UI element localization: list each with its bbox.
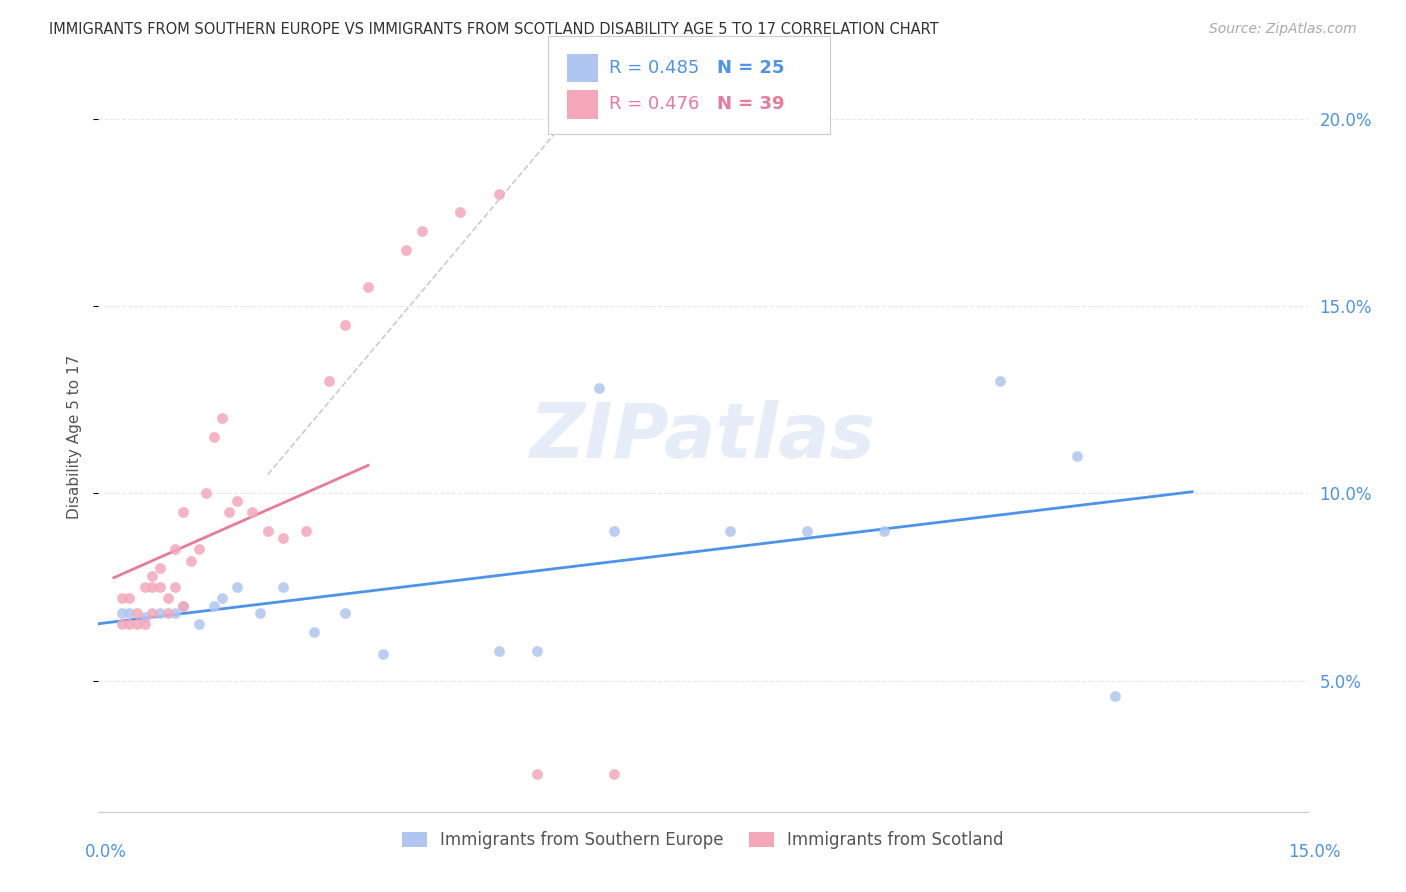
- Point: [172, 599, 194, 613]
- Point: [488, 186, 510, 201]
- Point: [226, 493, 249, 508]
- Text: 0.0%: 0.0%: [84, 843, 127, 861]
- Text: ZIPatlas: ZIPatlas: [530, 401, 876, 474]
- Text: N = 39: N = 39: [717, 95, 785, 113]
- Point: [110, 591, 132, 606]
- Point: [271, 531, 294, 545]
- Text: R = 0.476: R = 0.476: [609, 95, 699, 113]
- Point: [118, 591, 141, 606]
- Point: [149, 606, 172, 620]
- Point: [141, 580, 163, 594]
- Point: [295, 524, 318, 538]
- Point: [988, 374, 1011, 388]
- Point: [226, 580, 249, 594]
- Point: [134, 610, 156, 624]
- Text: N = 25: N = 25: [717, 59, 785, 77]
- Point: [333, 606, 356, 620]
- Legend: Immigrants from Southern Europe, Immigrants from Scotland: Immigrants from Southern Europe, Immigra…: [395, 824, 1011, 855]
- Point: [141, 606, 163, 620]
- Point: [118, 606, 141, 620]
- Point: [873, 524, 896, 538]
- Text: 15.0%: 15.0%: [1288, 843, 1341, 861]
- Point: [1066, 449, 1088, 463]
- Point: [156, 606, 179, 620]
- Text: Source: ZipAtlas.com: Source: ZipAtlas.com: [1209, 22, 1357, 37]
- Y-axis label: Disability Age 5 to 17: Disability Age 5 to 17: [67, 355, 83, 519]
- Text: R = 0.485: R = 0.485: [609, 59, 699, 77]
- Point: [718, 524, 741, 538]
- Point: [172, 505, 194, 519]
- Point: [110, 617, 132, 632]
- Point: [141, 568, 163, 582]
- Point: [118, 617, 141, 632]
- Point: [603, 767, 626, 781]
- Point: [449, 205, 471, 219]
- Point: [333, 318, 356, 332]
- Point: [526, 767, 548, 781]
- Point: [526, 643, 548, 657]
- Point: [249, 606, 271, 620]
- Point: [242, 505, 264, 519]
- Point: [211, 591, 233, 606]
- Point: [318, 374, 340, 388]
- Point: [257, 524, 280, 538]
- Point: [603, 524, 626, 538]
- Point: [411, 224, 433, 238]
- Point: [202, 599, 225, 613]
- Point: [271, 580, 294, 594]
- Point: [488, 643, 510, 657]
- Point: [796, 524, 818, 538]
- Point: [373, 648, 395, 662]
- Point: [125, 617, 148, 632]
- Point: [125, 606, 148, 620]
- Point: [165, 606, 187, 620]
- Point: [165, 580, 187, 594]
- Point: [395, 243, 418, 257]
- Point: [165, 542, 187, 557]
- Point: [218, 505, 240, 519]
- Point: [110, 606, 132, 620]
- Point: [195, 486, 218, 500]
- Point: [357, 280, 380, 294]
- Point: [149, 561, 172, 575]
- Point: [302, 624, 325, 639]
- Text: IMMIGRANTS FROM SOUTHERN EUROPE VS IMMIGRANTS FROM SCOTLAND DISABILITY AGE 5 TO : IMMIGRANTS FROM SOUTHERN EUROPE VS IMMIG…: [49, 22, 939, 37]
- Point: [187, 542, 209, 557]
- Point: [211, 411, 233, 425]
- Point: [187, 617, 209, 632]
- Point: [149, 580, 172, 594]
- Point: [134, 580, 156, 594]
- Point: [134, 617, 156, 632]
- Point: [588, 381, 610, 395]
- Point: [180, 554, 202, 568]
- Point: [202, 430, 225, 444]
- Point: [156, 591, 179, 606]
- Point: [1104, 689, 1126, 703]
- Point: [172, 599, 194, 613]
